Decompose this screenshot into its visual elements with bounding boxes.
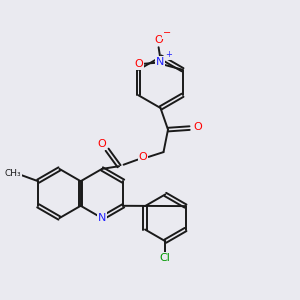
Text: O: O — [139, 152, 148, 162]
Text: −: − — [163, 28, 171, 38]
Text: N: N — [98, 213, 106, 223]
Text: O: O — [97, 139, 106, 149]
Text: +: + — [165, 50, 172, 59]
Text: O: O — [193, 122, 202, 132]
Text: Cl: Cl — [160, 253, 171, 263]
Text: N: N — [156, 57, 164, 67]
Text: O: O — [134, 59, 143, 69]
Text: O: O — [154, 35, 163, 45]
Text: CH₃: CH₃ — [5, 169, 22, 178]
